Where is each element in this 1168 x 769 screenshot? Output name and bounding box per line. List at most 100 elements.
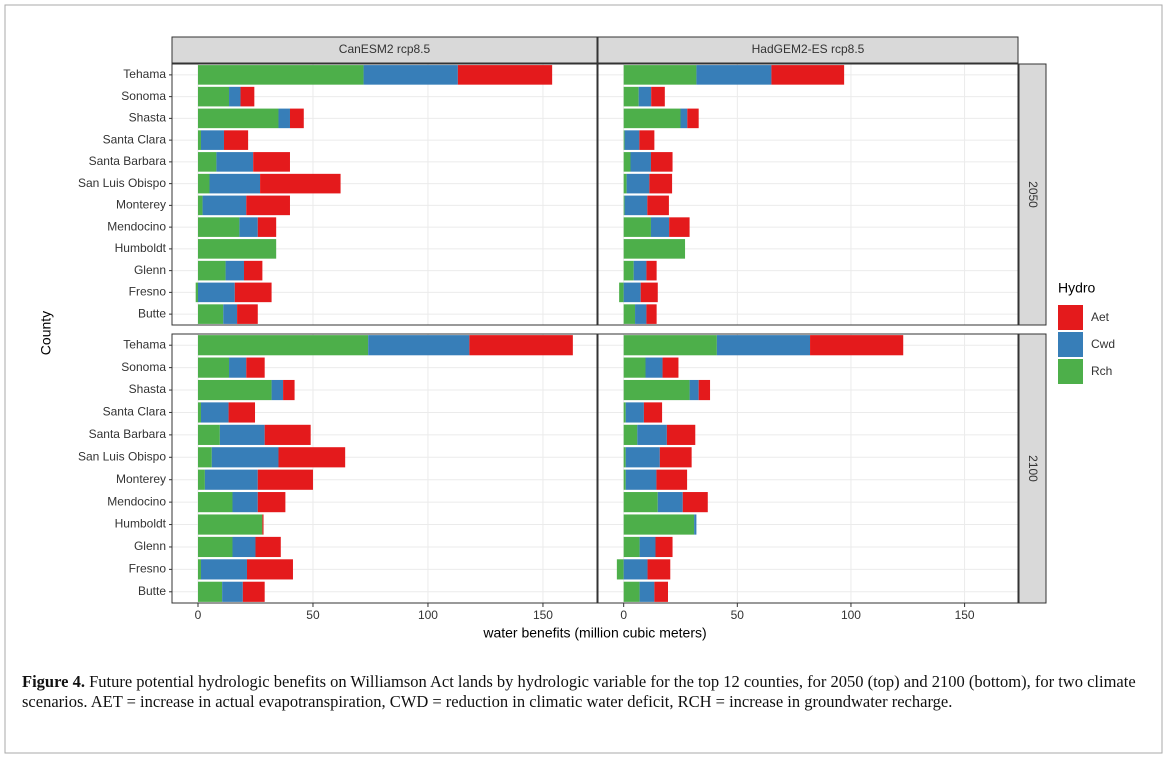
bar-segment (197, 217, 240, 237)
bar-segment (662, 357, 679, 378)
y-tick-label: Fresno (129, 562, 167, 576)
bar-segment (669, 217, 690, 237)
bar-segment (197, 130, 201, 150)
bar-segment (253, 152, 290, 172)
bar-segment (625, 469, 657, 490)
bar-segment (219, 424, 265, 445)
bar-segment (680, 108, 688, 129)
strip (1018, 333, 1047, 604)
bar-segment (647, 195, 669, 216)
legend-label: Rch (1091, 364, 1112, 378)
bar-segment (623, 514, 695, 535)
bar-segment (623, 152, 631, 172)
bar-segment (202, 195, 247, 216)
bar-segment (246, 559, 293, 580)
y-tick-label: Humboldt (115, 517, 167, 531)
bar-segment (197, 260, 226, 281)
strip (1018, 63, 1047, 326)
bar-segment (197, 86, 230, 107)
bar-segment (694, 514, 697, 535)
bar-segment (257, 217, 277, 237)
bar-segment (623, 260, 634, 281)
y-tick-label: Santa Clara (103, 405, 167, 419)
panel-background (598, 64, 1018, 325)
bar-segment (216, 152, 254, 172)
bar-segment (228, 402, 256, 423)
bar-segment (197, 559, 201, 580)
bar-segment (624, 130, 640, 150)
bar-segment (623, 447, 626, 468)
bar-segment (810, 335, 904, 356)
caption: Figure 4. Future potential hydrologic be… (22, 672, 1147, 712)
legend-key (1058, 359, 1083, 384)
bar-segment (687, 108, 699, 129)
bar-segment (197, 514, 263, 535)
bar-segment (225, 260, 244, 281)
bar-segment (633, 260, 647, 281)
bar-segment (257, 492, 286, 513)
bar-segment (654, 581, 668, 602)
legend-key (1058, 332, 1083, 357)
bar-segment (257, 469, 313, 490)
bar-segment (623, 65, 697, 85)
bar-segment (655, 536, 673, 558)
bar-segment (623, 173, 627, 194)
strip-label: 2050 (1026, 181, 1040, 208)
bar-segment (619, 282, 624, 303)
bar-segment (623, 379, 690, 401)
bar-segment (222, 581, 243, 602)
bar-segment (278, 447, 346, 468)
bar-segment (626, 173, 650, 194)
strip (597, 36, 1019, 64)
y-tick-label: Monterey (116, 472, 166, 486)
bar-segment (716, 335, 811, 356)
strip-label: 2100 (1026, 455, 1040, 482)
y-tick-label: Fresno (129, 285, 167, 299)
bar-segment (246, 357, 265, 378)
strip (171, 36, 598, 64)
bar-segment (659, 447, 692, 468)
bar-segment (623, 536, 640, 558)
bar-segment (197, 536, 233, 558)
bar-segment (197, 304, 224, 324)
bar-segment (229, 86, 241, 107)
y-tick-label: Butte (138, 306, 166, 320)
bar-segment (623, 357, 646, 378)
bar-segment (639, 536, 656, 558)
bar-segment (639, 581, 655, 602)
bar-segment (223, 304, 238, 324)
bar-segment (255, 536, 281, 558)
bar-segment (223, 130, 249, 150)
bar-segment (625, 402, 644, 423)
bar-segment (698, 379, 711, 401)
bar-segment (645, 357, 663, 378)
bar-segment (197, 379, 272, 401)
bar-segment (264, 424, 311, 445)
legend-label: Cwd (1091, 337, 1115, 351)
panel-border (171, 333, 598, 604)
bar-segment (637, 424, 667, 445)
y-tick-label: Sonoma (121, 89, 166, 103)
bar-segment (623, 559, 648, 580)
y-axis-title: County (38, 311, 54, 355)
y-tick-label: Mendocino (107, 494, 166, 508)
bar-segment (197, 402, 201, 423)
y-tick-label: Shasta (129, 382, 167, 396)
figure-frame (4, 4, 1163, 754)
bar-segment (239, 217, 258, 237)
bar-segment (197, 335, 369, 356)
x-tick-label: 0 (620, 608, 627, 622)
bar-segment (616, 559, 624, 580)
bar-segment (289, 108, 304, 129)
x-axis-title: water benefits (million cubic meters) (482, 625, 706, 641)
bar-segment (246, 195, 290, 216)
panel-background (172, 334, 597, 603)
x-tick-label: 0 (195, 608, 202, 622)
y-tick-label: San Luis Obispo (78, 176, 166, 190)
bar-segment (260, 173, 341, 194)
bar-segment (232, 536, 256, 558)
bar-segment (623, 108, 681, 129)
bar-segment (240, 86, 255, 107)
bar-segment (623, 335, 717, 356)
